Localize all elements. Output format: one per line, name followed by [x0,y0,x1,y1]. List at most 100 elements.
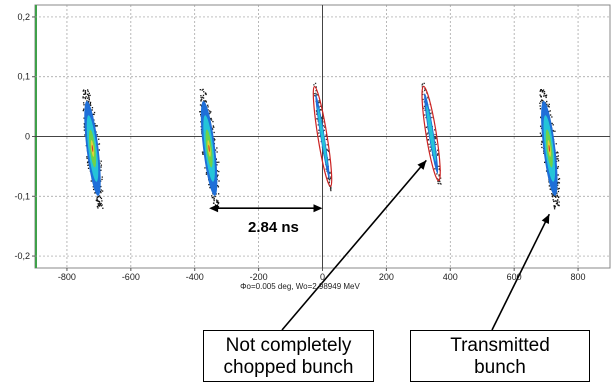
bunch-particle [319,135,321,137]
bunch-particle [97,203,99,205]
bunch-particle [539,90,541,92]
bunch-particle [436,154,439,156]
bunch-particle [552,130,555,132]
bunch-particle [83,93,85,96]
bunch-particle [86,157,88,160]
bunch-particle [100,185,102,188]
bunch-particle [547,105,550,107]
bunch-particle [99,196,102,199]
bunch-particle [83,93,86,95]
bunch-particle [329,172,331,174]
bunch-particle [100,166,102,168]
callout-not-chopped: Not completely chopped bunch [203,330,374,382]
bunch-particle [440,183,442,185]
bunch-particle [556,155,558,158]
x-tick-label: 0 [320,272,325,282]
bunch-particle [96,199,98,202]
bunch-particle [540,116,542,118]
bunch-particle [86,156,88,158]
bunch-particle [540,89,543,91]
bunch-particle [82,102,85,104]
bunch-particle [330,189,332,192]
bunch-particle [91,109,93,111]
bunch-3 [312,82,333,192]
bunch-particle [98,195,101,197]
bunch-particle [545,94,548,96]
bunch-particle [316,118,318,120]
bunch-particle [313,92,315,95]
bunch-particle [217,205,220,208]
bunch-particle [543,95,545,97]
bunch-particle [98,149,101,151]
bunch-particle [545,95,547,97]
bunch-core-red [91,144,94,153]
bunch-particle [200,121,202,123]
bunch-particle [96,198,98,200]
bunch-particle [218,170,220,173]
bunch-particle [557,165,559,168]
bunch-particle [554,206,556,208]
bunch-particle [543,91,546,93]
bunch-particle [96,199,99,201]
bunch-particle [213,196,215,198]
bunch-particle [201,89,203,91]
bunch-particle [101,190,104,192]
bunch-particle [421,84,423,86]
bunch-particle [200,100,202,102]
bunch-particle [205,173,208,175]
bunch-particle [100,189,102,191]
bunch-particle [96,205,99,208]
arrow-layer [209,159,551,331]
bunch-particle [541,146,543,149]
bunch-core-red [548,144,551,153]
bunch-particle [83,123,85,125]
bunch-particle [101,176,103,178]
bunch-particle [543,152,545,154]
bunch-particle [99,190,102,193]
bunch-particle [205,100,207,102]
bunch-particle [213,202,215,204]
bunch-particle [214,149,217,151]
bunch-particle [318,101,320,104]
bunch-particle [318,129,320,131]
bunch-particle [539,102,541,104]
callout-transmitted-line-1: Transmitted [450,335,550,356]
bunch-particle [557,158,559,160]
bunch-core-cyan [426,105,436,162]
pointer-transmitted-line [491,213,551,331]
bunch-particle [316,113,318,115]
bunch-particle [544,161,546,164]
bunch-particle [540,134,543,136]
bunch-particle [218,161,220,163]
bunch-particle [87,94,90,96]
bunch-particle [318,100,320,102]
bunch-particle [202,97,205,99]
bunch-particle [209,112,211,114]
bunch-particle [549,188,551,190]
bunch-particle [556,182,559,184]
bunch-particle [216,161,218,163]
bunch-particle [96,125,98,127]
callout-not-chopped-line-1: Not completely [225,335,352,356]
bunch-particle [100,191,102,194]
bunch-particle [426,126,429,128]
bunch-particle [556,201,558,203]
bunch-particle [539,132,542,134]
bunch-particle [552,194,554,196]
bunch-particle [102,207,104,209]
bunch-particle [555,152,557,154]
bunch-particle [434,133,436,136]
bunch-particle [211,195,213,197]
interval-arrow-head-right [313,204,323,213]
bunch-particle [97,207,99,209]
bunch-particle [541,140,543,143]
bunch-particle [94,123,96,125]
bunch-particle [313,84,315,86]
bunch-particle [82,97,84,99]
bunch-particle [213,198,215,200]
bunch-particle [552,199,554,201]
bunch-5 [539,89,561,210]
bunch-particle [84,97,86,99]
bunch-particle [92,188,95,191]
bunch-particle [323,125,325,127]
